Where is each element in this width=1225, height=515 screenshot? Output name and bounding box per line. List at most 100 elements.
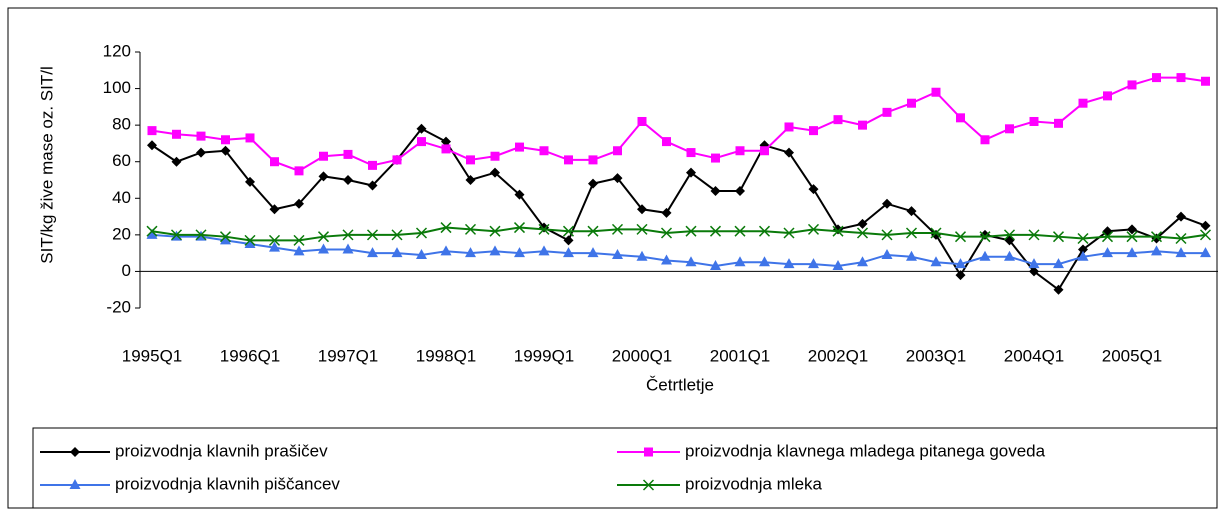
- data-point: [146, 228, 158, 239]
- data-point: [489, 225, 501, 237]
- data-point: [1126, 231, 1138, 243]
- data-point: [760, 146, 769, 156]
- series-line: [151, 226, 1206, 242]
- y-tick-label: 40: [112, 188, 131, 207]
- data-point: [636, 250, 648, 261]
- data-point: [343, 149, 353, 159]
- data-point: [563, 235, 574, 246]
- data-point: [490, 151, 500, 161]
- x-tick-label: 1995Q1: [122, 346, 183, 365]
- data-point: [269, 204, 280, 215]
- data-point: [857, 218, 868, 229]
- data-point: [930, 227, 942, 239]
- data-point: [832, 225, 844, 237]
- data-point: [1028, 229, 1040, 241]
- data-point: [686, 148, 696, 158]
- data-point: [588, 178, 598, 189]
- data-point: [955, 258, 966, 269]
- legend-marker: [69, 479, 81, 489]
- data-point: [343, 175, 353, 185]
- data-point: [954, 231, 967, 243]
- data-point: [317, 231, 330, 243]
- data-point: [611, 223, 624, 235]
- data-point: [416, 248, 427, 259]
- data-point: [1126, 247, 1138, 258]
- data-point: [514, 189, 525, 200]
- data-point: [784, 122, 794, 132]
- x-tick-label: 1997Q1: [318, 346, 379, 365]
- data-point: [1200, 247, 1211, 258]
- data-point: [1201, 76, 1210, 86]
- data-point: [219, 231, 232, 243]
- data-point: [1175, 247, 1187, 258]
- data-point: [318, 171, 329, 182]
- data-point: [612, 248, 623, 259]
- data-point: [858, 120, 867, 130]
- data-point: [1005, 124, 1014, 134]
- data-point: [196, 147, 206, 158]
- legend-label: proizvodnja klavnih piščancev: [115, 474, 340, 493]
- data-point: [661, 254, 672, 265]
- y-tick-label: 100: [103, 78, 131, 97]
- data-point: [661, 207, 672, 218]
- data-point: [1176, 211, 1186, 222]
- data-point: [220, 234, 231, 245]
- data-point: [662, 137, 671, 147]
- y-axis-label: SIT/kg žive mase oz. SIT/l: [37, 66, 56, 263]
- data-point: [415, 227, 428, 239]
- x-tick-label: 2003Q1: [906, 346, 967, 365]
- data-point: [1200, 220, 1211, 231]
- y-tick-label: 60: [112, 151, 131, 170]
- data-point: [1004, 250, 1015, 261]
- data-point: [980, 135, 990, 145]
- data-point: [882, 198, 892, 209]
- data-point: [882, 107, 892, 117]
- data-point: [294, 198, 304, 209]
- data-point: [1176, 73, 1186, 83]
- data-point: [464, 223, 477, 235]
- data-point: [465, 175, 476, 185]
- data-point: [1077, 232, 1089, 245]
- data-point: [587, 247, 599, 258]
- data-point: [1150, 231, 1163, 243]
- legend-box: [32, 427, 1218, 509]
- data-point: [809, 126, 818, 136]
- data-point: [907, 98, 916, 108]
- data-point: [881, 229, 893, 241]
- data-point: [1028, 258, 1040, 269]
- y-tick-label: 80: [112, 115, 131, 134]
- data-point: [808, 258, 819, 269]
- data-point: [1003, 229, 1016, 241]
- data-point: [220, 145, 231, 156]
- data-point: [783, 258, 795, 269]
- data-point: [759, 256, 770, 267]
- data-point: [735, 185, 745, 196]
- data-point: [660, 227, 673, 239]
- data-point: [1078, 98, 1088, 108]
- data-point: [417, 137, 426, 147]
- data-point: [956, 113, 965, 123]
- data-point: [1053, 284, 1064, 295]
- data-point: [416, 123, 427, 134]
- data-point: [270, 157, 279, 167]
- data-point: [1054, 118, 1063, 128]
- data-point: [1052, 231, 1065, 243]
- data-point: [711, 153, 720, 163]
- data-point: [709, 225, 722, 237]
- data-point: [244, 234, 256, 246]
- data-point: [294, 166, 304, 176]
- data-point: [881, 248, 893, 259]
- data-point: [562, 225, 575, 237]
- data-point: [1029, 266, 1039, 277]
- data-point: [391, 247, 403, 258]
- data-point: [441, 144, 451, 154]
- data-point: [465, 247, 476, 258]
- data-point: [441, 136, 451, 147]
- x-tick-label: 1998Q1: [416, 346, 477, 365]
- data-point: [563, 247, 574, 258]
- data-point: [489, 245, 501, 256]
- data-point: [833, 115, 843, 125]
- data-point: [1101, 231, 1114, 243]
- data-point: [147, 126, 157, 136]
- y-tick-label: 20: [112, 224, 131, 243]
